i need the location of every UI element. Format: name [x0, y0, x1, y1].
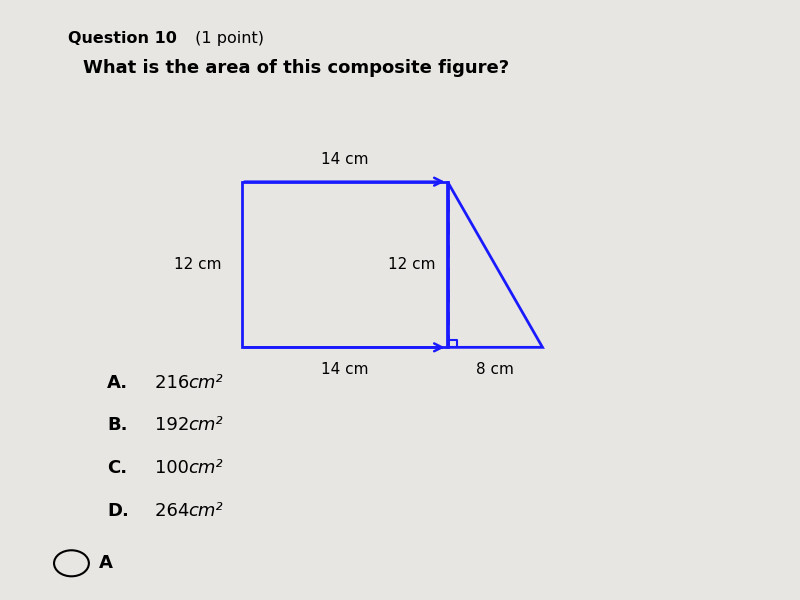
- Text: 192: 192: [154, 416, 194, 434]
- Text: Question 10: Question 10: [67, 31, 176, 46]
- Text: 12 cm: 12 cm: [388, 257, 436, 272]
- Text: 14 cm: 14 cm: [321, 362, 368, 377]
- Text: 14 cm: 14 cm: [321, 152, 368, 167]
- Text: What is the area of this composite figure?: What is the area of this composite figur…: [83, 59, 510, 77]
- Text: cm²: cm²: [188, 416, 222, 434]
- Text: cm²: cm²: [188, 502, 222, 520]
- Text: C.: C.: [107, 459, 127, 477]
- Text: cm²: cm²: [188, 374, 222, 392]
- Text: B.: B.: [107, 416, 127, 434]
- Text: 264: 264: [154, 502, 194, 520]
- Text: 100: 100: [154, 459, 194, 477]
- Text: 216: 216: [154, 374, 194, 392]
- Text: (1 point): (1 point): [190, 31, 264, 46]
- Text: 8 cm: 8 cm: [476, 362, 514, 377]
- Text: cm²: cm²: [188, 459, 222, 477]
- Text: 12 cm: 12 cm: [174, 257, 222, 272]
- Text: A: A: [99, 554, 113, 572]
- Text: A.: A.: [107, 374, 128, 392]
- Text: D.: D.: [107, 502, 129, 520]
